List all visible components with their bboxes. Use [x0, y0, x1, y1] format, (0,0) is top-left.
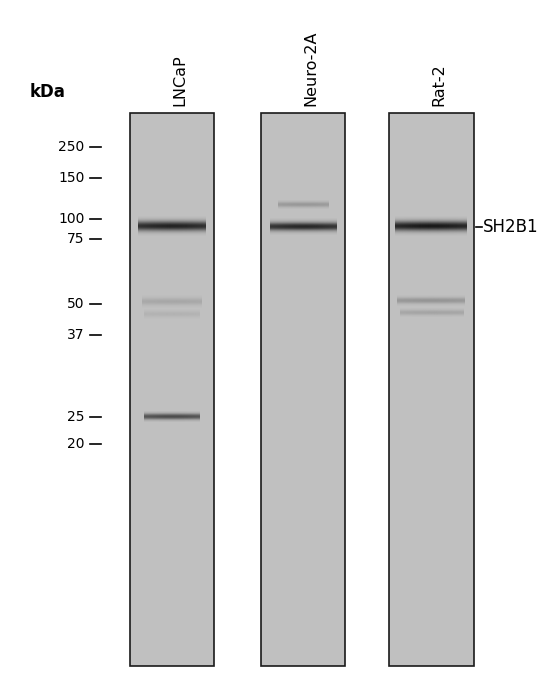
Text: Rat-2: Rat-2 — [431, 63, 446, 106]
Text: 20: 20 — [67, 437, 85, 451]
Text: Neuro-2A: Neuro-2A — [303, 30, 318, 106]
Text: 25: 25 — [67, 410, 85, 423]
Text: 150: 150 — [58, 171, 85, 184]
Text: 100: 100 — [58, 212, 85, 225]
Bar — [261, 113, 346, 666]
Text: 75: 75 — [67, 232, 85, 246]
Bar — [129, 113, 214, 666]
Text: LNCaP: LNCaP — [172, 54, 187, 106]
Text: SH2B1: SH2B1 — [483, 219, 539, 236]
Text: 37: 37 — [67, 328, 85, 342]
Text: 250: 250 — [58, 140, 85, 154]
Bar — [389, 113, 474, 666]
Text: 50: 50 — [67, 297, 85, 311]
Text: kDa: kDa — [30, 83, 66, 101]
